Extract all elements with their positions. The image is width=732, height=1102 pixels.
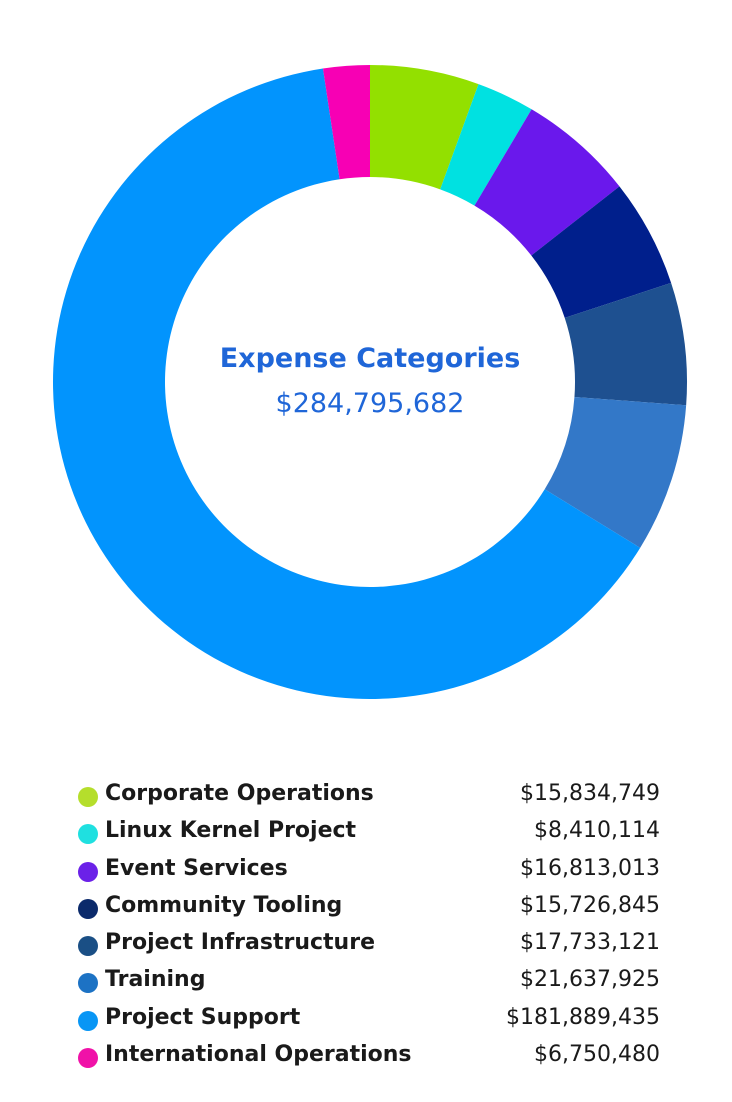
legend-item: Community Tooling $15,726,845 — [78, 890, 662, 927]
legend-swatch — [78, 973, 98, 994]
legend-label: Corporate Operations — [105, 781, 374, 806]
legend-value: $15,834,749 — [520, 781, 660, 806]
legend-item: Corporate Operations $15,834,749 — [78, 778, 662, 815]
donut-chart — [53, 65, 687, 699]
legend-label: International Operations — [105, 1042, 412, 1068]
legend-label: Project Infrastructure — [105, 930, 375, 956]
legend-label: Project Support — [105, 1004, 301, 1030]
legend-swatch — [78, 824, 98, 845]
legend-swatch — [78, 1010, 98, 1031]
legend-swatch — [78, 898, 98, 919]
legend-item: Linux Kernel Project $8,410,114 — [78, 815, 662, 852]
legend-label: Event Services — [105, 855, 288, 881]
legend-swatch — [78, 936, 98, 957]
donut-slice-project-infrastructure — [564, 282, 687, 406]
donut-slice-linux-kernel-project — [440, 84, 532, 206]
legend-value: $8,410,114 — [534, 818, 660, 844]
donut-slice-international-operations — [322, 65, 370, 180]
legend-swatch — [78, 861, 98, 882]
legend-value: $16,813,013 — [520, 855, 660, 881]
chart-total: $284,795,682 — [275, 388, 465, 419]
legend-swatch — [78, 787, 98, 807]
chart-title: Expense Categories — [219, 343, 521, 374]
legend-item: Project Support $181,889,435 — [78, 1002, 662, 1039]
donut-slice-community-tooling — [531, 186, 672, 318]
legend-swatch — [78, 1048, 98, 1069]
legend-label: Linux Kernel Project — [105, 818, 357, 844]
legend-value: $181,889,435 — [506, 1004, 660, 1030]
legend-value: $21,637,925 — [520, 967, 660, 993]
donut-slice-event-services — [474, 109, 620, 256]
legend-item: Project Infrastructure $17,733,121 — [78, 927, 662, 964]
legend-label: Training — [105, 967, 206, 993]
donut-slice-project-support — [53, 68, 641, 699]
legend-item: Event Services $16,813,013 — [78, 853, 662, 890]
legend-item: International Operations $6,750,480 — [78, 1039, 662, 1076]
legend-value: $17,733,121 — [520, 930, 660, 956]
legend-value: $6,750,480 — [534, 1042, 660, 1068]
legend-item: Training $21,637,925 — [78, 964, 662, 1001]
legend: Corporate Operations $15,834,749 Linux Ker… — [78, 778, 662, 1076]
legend-label: Community Tooling — [105, 892, 343, 918]
donut-slice-training — [544, 396, 687, 548]
donut-slice-corporate-operations — [370, 65, 479, 190]
legend-value: $15,726,845 — [520, 892, 660, 918]
